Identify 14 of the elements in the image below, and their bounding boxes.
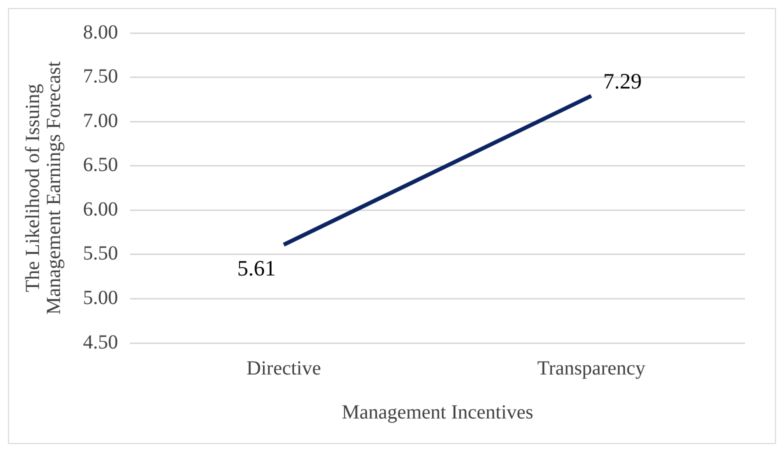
y-tick-label: 6.50 (83, 154, 118, 176)
y-axis-title: The Likelihood of Issuing Management Earnings Forecast (22, 60, 65, 315)
y-tick-label: 5.50 (83, 242, 118, 265)
x-axis-title: Management Incentives (342, 401, 534, 424)
x-tick-label: Directive (246, 357, 322, 380)
data-label: 5.61 (237, 255, 276, 280)
y-tick-label: 8.00 (83, 21, 118, 44)
y-tick-label: 4.50 (83, 331, 118, 354)
data-label: 7.29 (603, 68, 642, 94)
y-tick-label: 6.00 (83, 198, 118, 220)
y-tick-label: 5.00 (83, 286, 118, 309)
x-tick-label: Transparency (537, 357, 646, 380)
y-tick-label: 7.50 (83, 66, 118, 88)
y-tick-label: 7.00 (83, 110, 118, 132)
